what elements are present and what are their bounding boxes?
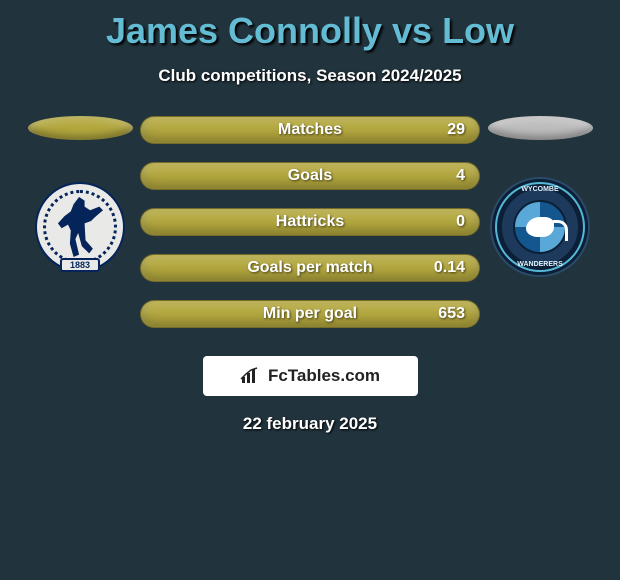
fctables-logo[interactable]: FcTables.com	[203, 356, 418, 396]
stat-value-p2: 4	[456, 167, 465, 185]
stat-value-p2: 653	[438, 305, 465, 323]
player2-ellipse	[488, 116, 593, 140]
stat-bars: Matches 29 Goals 4 Hattricks 0 Goals per match…	[140, 116, 480, 328]
stat-value-p2: 0.14	[434, 259, 465, 277]
crest-text-top: WYCOMBE	[497, 186, 583, 193]
crest-text-bottom: WANDERERS	[497, 261, 583, 268]
page-subtitle: Club competitions, Season 2024/2025	[0, 66, 620, 86]
player1-ellipse	[28, 116, 133, 140]
stat-label: Matches	[278, 121, 342, 139]
logo-text: FcTables.com	[268, 366, 380, 386]
stat-bar: Matches 29	[140, 116, 480, 144]
stat-bar: Hattricks 0	[140, 208, 480, 236]
bar-chart-icon	[240, 367, 262, 385]
stat-bar: Goals 4	[140, 162, 480, 190]
player2-club-crest: WYCOMBE WANDERERS	[495, 182, 585, 272]
stat-bar: Goals per match 0.14	[140, 254, 480, 282]
swan-icon	[523, 210, 557, 244]
stat-label: Min per goal	[263, 305, 357, 323]
player1-side: 1883	[20, 116, 140, 272]
player1-club-crest: 1883	[35, 182, 125, 272]
stat-value-p2: 0	[456, 213, 465, 231]
stat-bar: Min per goal 653	[140, 300, 480, 328]
stat-label: Hattricks	[276, 213, 344, 231]
stat-value-p2: 29	[447, 121, 465, 139]
crest-year: 1883	[60, 258, 100, 272]
stat-label: Goals per match	[247, 259, 372, 277]
date-label: 22 february 2025	[0, 414, 620, 434]
player2-side: WYCOMBE WANDERERS	[480, 116, 600, 272]
page-title: James Connolly vs Low	[0, 0, 620, 52]
stat-label: Goals	[288, 167, 332, 185]
comparison-layout: 1883 Matches 29 Goals 4 Hattricks 0 Goals per …	[0, 116, 620, 328]
